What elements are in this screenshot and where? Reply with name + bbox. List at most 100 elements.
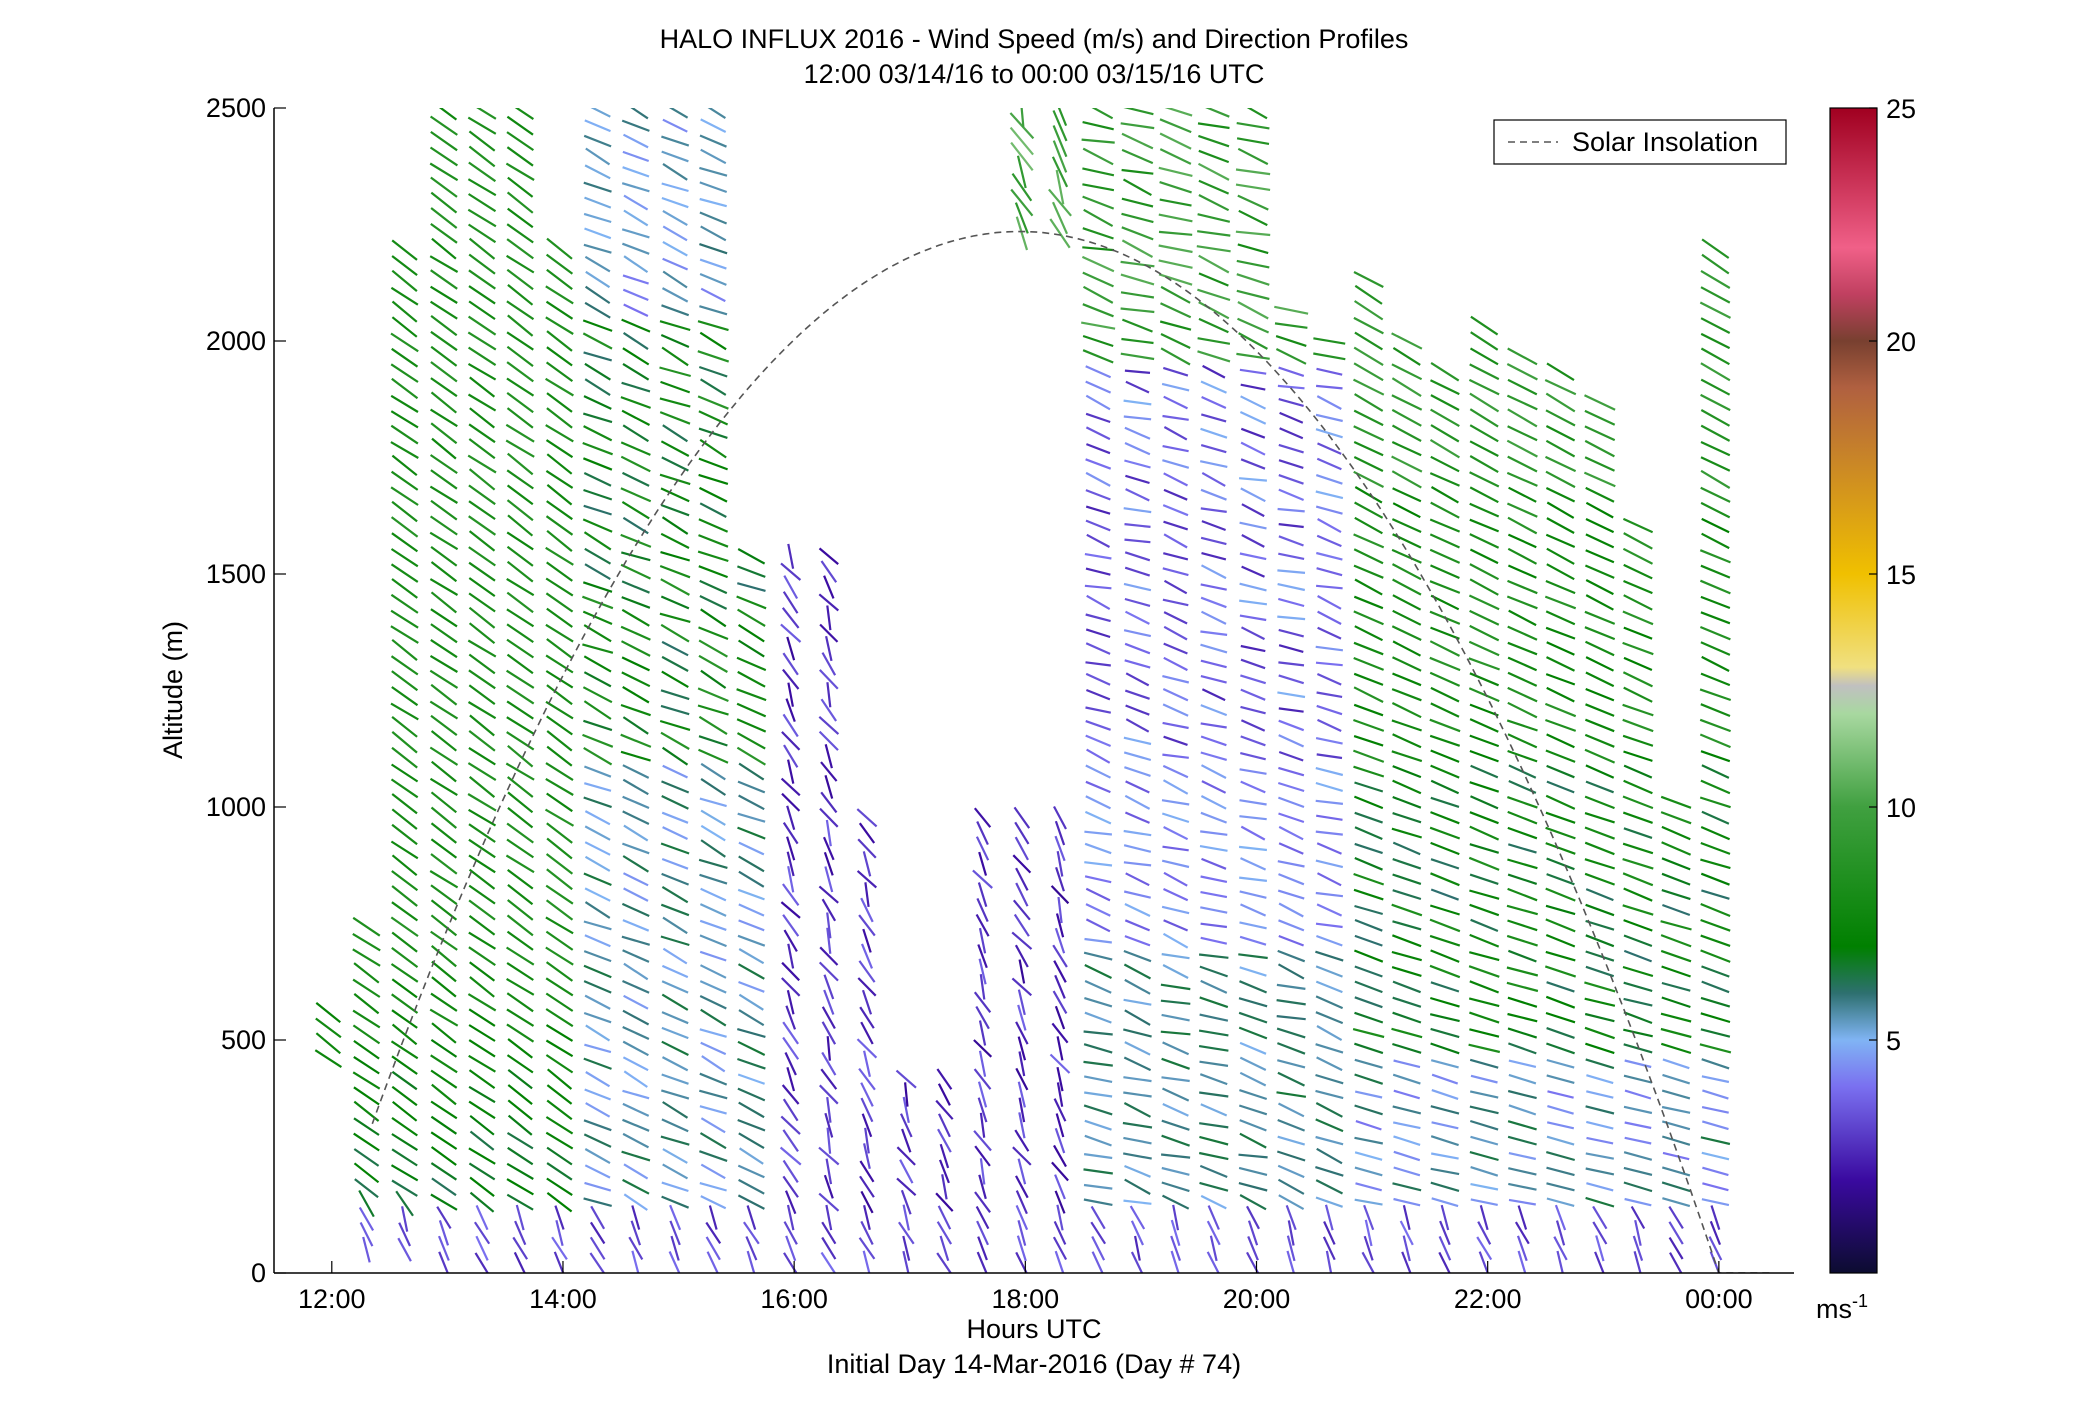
wind-vector xyxy=(1584,626,1616,641)
wind-vector xyxy=(391,716,418,738)
wind-vector xyxy=(1700,286,1731,304)
wind-vector xyxy=(662,826,688,840)
wind-vector xyxy=(1430,749,1460,763)
wind-vector xyxy=(546,1084,573,1105)
wind-vector xyxy=(1238,1166,1268,1176)
wind-vector xyxy=(584,810,611,826)
wind-vector xyxy=(391,686,419,707)
wind-vector xyxy=(708,1205,718,1230)
wind-vector xyxy=(1082,271,1114,288)
wind-vector xyxy=(507,284,534,306)
wind-vector xyxy=(1159,132,1192,150)
wind-vector xyxy=(979,1158,986,1185)
wind-vector xyxy=(1429,438,1460,459)
wind-vector xyxy=(582,686,613,704)
wind-vector xyxy=(662,1163,689,1180)
wind-vector xyxy=(781,961,800,982)
wind-vector xyxy=(505,423,535,443)
wind-vector xyxy=(1240,735,1266,747)
wind-vector xyxy=(904,1082,909,1107)
wind-vector xyxy=(1700,934,1731,947)
wind-vector xyxy=(1630,1205,1646,1230)
wind-vector xyxy=(1239,768,1267,775)
wind-vector xyxy=(1353,703,1384,717)
wind-vector xyxy=(353,993,380,1015)
wind-vector xyxy=(545,592,574,613)
wind-vector xyxy=(783,1252,798,1273)
wind-vector xyxy=(391,823,418,846)
wind-vector xyxy=(979,1112,986,1138)
wind-vector xyxy=(1517,1205,1528,1230)
wind-vector xyxy=(824,1112,834,1138)
wind-vector xyxy=(1353,735,1384,747)
wind-vector xyxy=(1170,1235,1182,1261)
wind-vector xyxy=(468,899,496,921)
wind-vector xyxy=(662,1148,688,1164)
wind-vector xyxy=(1315,1196,1343,1208)
wind-vector xyxy=(1090,1221,1107,1245)
wind-vector xyxy=(1353,656,1385,671)
wind-vector xyxy=(1052,944,1068,968)
wind-vector xyxy=(430,714,458,736)
wind-vector xyxy=(1091,1236,1106,1261)
wind-vector xyxy=(1700,564,1731,579)
wind-vector xyxy=(620,441,651,456)
wind-vector xyxy=(1163,826,1189,841)
wind-vector xyxy=(582,319,613,332)
wind-vector xyxy=(1506,981,1539,993)
wind-vector xyxy=(1123,1091,1152,1098)
wind-vector xyxy=(1240,705,1266,715)
wind-vector xyxy=(699,1072,728,1086)
wind-vector xyxy=(1430,361,1460,382)
wind-vector xyxy=(1701,238,1730,259)
wind-vector xyxy=(1158,166,1193,177)
wind-vector xyxy=(1544,379,1577,396)
wind-vector xyxy=(700,608,727,628)
wind-vector xyxy=(1391,702,1422,719)
wind-vector xyxy=(823,1174,834,1199)
wind-vector xyxy=(737,1164,765,1179)
wind-vector xyxy=(1197,213,1231,223)
wind-vector xyxy=(1240,441,1266,456)
wind-vector xyxy=(1053,1098,1067,1122)
wind-vector xyxy=(1623,919,1653,932)
wind-vector xyxy=(1544,595,1577,610)
wind-vector xyxy=(1585,549,1615,564)
wind-vector xyxy=(1468,378,1500,396)
wind-vector xyxy=(1392,841,1421,856)
wind-vector xyxy=(430,914,458,937)
wind-vector xyxy=(1661,1166,1691,1177)
wind-vector xyxy=(583,488,613,501)
wind-vector xyxy=(1354,1198,1383,1206)
wind-vector xyxy=(584,547,612,565)
wind-vector xyxy=(699,1132,727,1150)
wind-vector xyxy=(1391,950,1422,962)
wind-vector xyxy=(857,977,877,997)
wind-vector xyxy=(622,949,650,963)
wind-vector xyxy=(1122,178,1152,197)
wind-vector xyxy=(700,824,726,842)
wind-vector xyxy=(1055,866,1065,892)
wind-vector xyxy=(1163,888,1189,902)
wind-vector xyxy=(506,392,534,414)
wind-vector xyxy=(621,671,651,688)
wind-vector xyxy=(1082,227,1114,240)
wind-vector xyxy=(506,361,534,383)
wind-vector xyxy=(1086,443,1111,455)
wind-vector xyxy=(1545,409,1576,427)
wind-vector xyxy=(546,330,573,352)
wind-vector xyxy=(468,884,496,905)
wind-vector xyxy=(782,1175,799,1198)
colorbar-tick-label: 25 xyxy=(1886,94,1916,124)
wind-vector xyxy=(585,1071,611,1088)
wind-vector xyxy=(737,888,765,901)
wind-vector xyxy=(818,885,839,904)
wind-vector xyxy=(1507,533,1537,549)
wind-vector xyxy=(467,701,497,720)
wind-vector xyxy=(1469,609,1500,626)
wind-vector xyxy=(430,730,457,752)
wind-vector xyxy=(902,1096,910,1124)
wind-vector xyxy=(1236,273,1270,286)
wind-vector xyxy=(1124,597,1151,607)
wind-vector xyxy=(1085,613,1111,623)
